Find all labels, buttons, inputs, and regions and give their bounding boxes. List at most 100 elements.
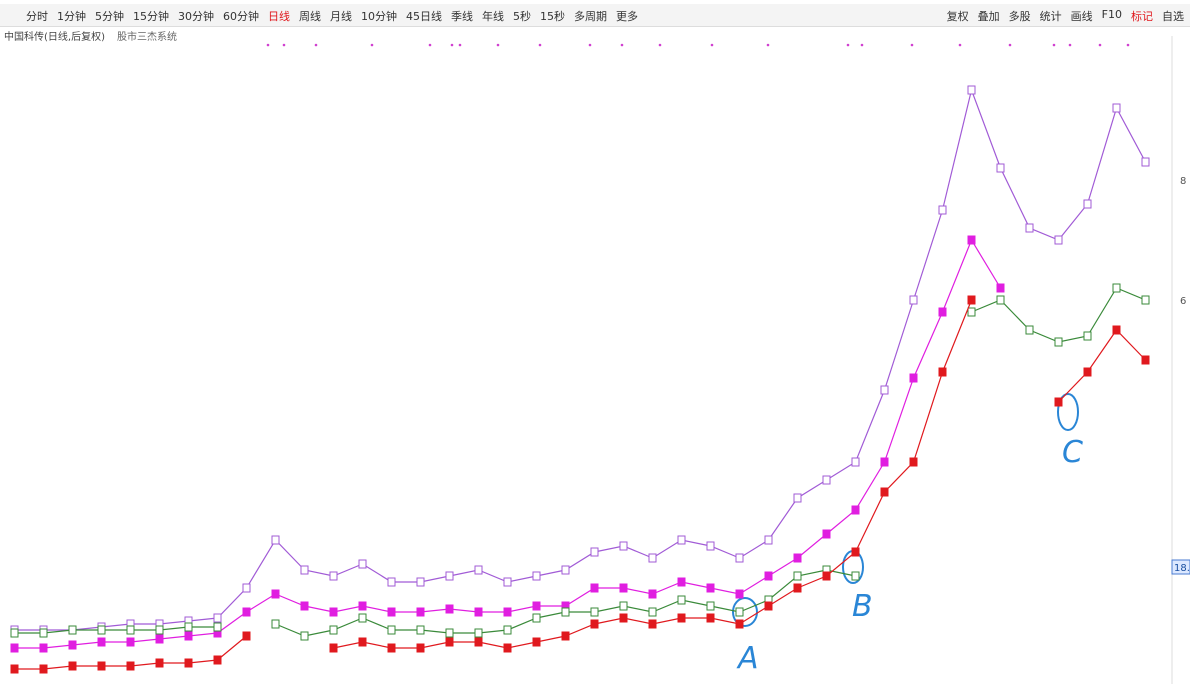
candle [967, 307, 976, 317]
candle [1112, 103, 1121, 113]
tool-tab[interactable]: F10 [1101, 8, 1122, 21]
candle [822, 571, 831, 581]
candle [706, 583, 715, 593]
candle [126, 637, 135, 647]
period-tab[interactable]: 15秒 [540, 10, 565, 23]
period-tab[interactable]: 30分钟 [178, 10, 214, 23]
period-tab[interactable]: 更多 [616, 10, 638, 23]
candle [503, 643, 512, 653]
period-tab[interactable]: 5分钟 [95, 10, 124, 23]
tool-tab[interactable]: 复权 [946, 10, 969, 23]
toolbar: 分时 1分钟 5分钟 15分钟 30分钟 60分钟 日线 周线 月线 10分钟 45日线 季线 年线 5秒… [0, 4, 1190, 27]
series-line [14, 87, 1147, 631]
price-box [1171, 559, 1190, 575]
candle [1083, 199, 1092, 209]
series-line [14, 299, 1146, 670]
candle [184, 658, 193, 668]
tool-tab[interactable]: 标记 [1131, 10, 1153, 23]
period-tab[interactable]: 15分钟 [133, 10, 169, 23]
candle [387, 607, 396, 617]
candle [909, 295, 918, 305]
candle [213, 622, 222, 632]
candle [648, 619, 657, 629]
candle [1112, 283, 1121, 293]
candle [880, 385, 889, 395]
period-tab[interactable]: 多周期 [574, 10, 607, 23]
candle [561, 607, 570, 617]
candle [590, 547, 599, 557]
candle [590, 583, 599, 593]
candle [503, 577, 512, 587]
candle [68, 640, 77, 650]
candle [1141, 157, 1150, 167]
candle [677, 535, 686, 545]
candle [793, 553, 802, 563]
handwriting [732, 393, 1079, 627]
candle [880, 487, 889, 497]
candle [938, 307, 947, 317]
candle [155, 625, 164, 635]
candle [445, 628, 454, 638]
candle [416, 607, 425, 617]
candle [1083, 367, 1092, 377]
candle [532, 637, 541, 647]
candle [358, 559, 367, 569]
candle [329, 607, 338, 617]
period-tab[interactable]: 分时 [26, 10, 48, 23]
period-tab[interactable]: 10分钟 [361, 10, 397, 23]
candle [677, 577, 686, 587]
series-line [14, 238, 1002, 649]
candle [1112, 325, 1121, 335]
candle [1054, 397, 1063, 407]
candle [648, 607, 657, 617]
candle [996, 163, 1005, 173]
candle [10, 664, 19, 674]
period-tab[interactable]: 年线 [482, 10, 504, 23]
tool-tab[interactable]: 自选 [1162, 10, 1184, 23]
period-tab[interactable]: 月线 [330, 10, 352, 23]
candle [416, 577, 425, 587]
period-tab[interactable]: 季线 [451, 10, 473, 23]
series-line [14, 287, 1146, 637]
candle [358, 601, 367, 611]
tool-tabs: 复权 叠加 多股 统计 画线 F10 标记 自选 [947, 8, 1184, 24]
candle [735, 589, 744, 599]
candle [706, 613, 715, 623]
period-tab[interactable]: 60分钟 [223, 10, 259, 23]
candle [300, 601, 309, 611]
candle [97, 637, 106, 647]
candle [677, 595, 686, 605]
candle [387, 625, 396, 635]
candle [764, 535, 773, 545]
period-tab[interactable]: 5秒 [513, 10, 531, 23]
candle [619, 541, 628, 551]
candle [416, 625, 425, 635]
candle [39, 664, 48, 674]
candle [184, 622, 193, 632]
candle [909, 457, 918, 467]
axis-label: 6 [1180, 296, 1186, 307]
candle [938, 205, 947, 215]
candle [532, 571, 541, 581]
tool-tab[interactable]: 叠加 [977, 10, 1000, 23]
candle [735, 553, 744, 563]
candle [39, 643, 48, 653]
candle [648, 553, 657, 563]
period-tab[interactable]: 45日线 [406, 10, 442, 23]
candle [793, 571, 802, 581]
period-tab[interactable]: 日线 [268, 10, 290, 23]
period-tab[interactable]: 1分钟 [57, 10, 86, 23]
candle [329, 571, 338, 581]
tool-tab[interactable]: 画线 [1070, 10, 1093, 23]
candle [851, 571, 860, 581]
tool-tab[interactable]: 统计 [1039, 10, 1062, 23]
chart-header: 中国科传(日线,后复权) 股市三杰系统 [4, 28, 177, 43]
candle [793, 583, 802, 593]
tool-tab[interactable]: 多股 [1008, 10, 1031, 23]
candle [1054, 337, 1063, 347]
period-tab[interactable]: 周线 [299, 10, 321, 23]
candle [358, 613, 367, 623]
candle [474, 637, 483, 647]
candle [822, 529, 831, 539]
